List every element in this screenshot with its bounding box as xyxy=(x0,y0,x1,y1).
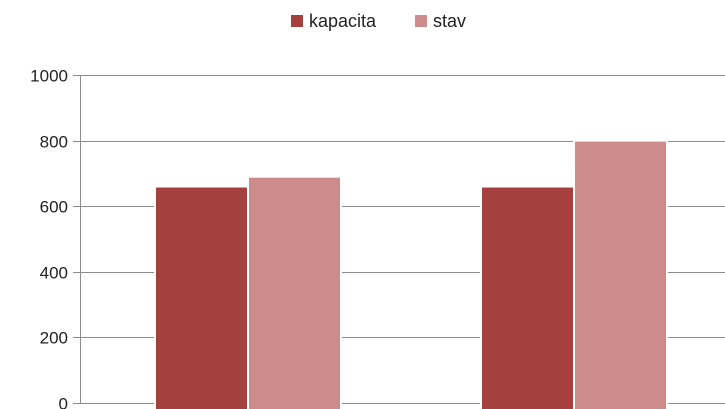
bar-kapacita-2 xyxy=(480,185,575,409)
y-tick-label-400: 400 xyxy=(40,264,68,283)
bar-kapacita-1 xyxy=(154,185,249,409)
legend-label-stav: stav xyxy=(433,11,466,31)
y-tick-label-1000: 1000 xyxy=(30,67,68,86)
chart-bars xyxy=(154,139,668,409)
bar-stav-2 xyxy=(573,139,668,409)
y-tick-label-800: 800 xyxy=(40,133,68,152)
bar-stav-1 xyxy=(247,175,342,409)
y-axis-tick-labels: 0 200 400 600 800 1000 xyxy=(30,67,68,409)
y-tick-label-200: 200 xyxy=(40,329,68,348)
y-tick-label-0: 0 xyxy=(59,395,68,409)
legend-swatch-kapacita xyxy=(291,15,303,27)
legend-label-kapacita: kapacita xyxy=(309,11,377,31)
y-tick-label-600: 600 xyxy=(40,198,68,217)
chart-legend: kapacita stav xyxy=(291,11,466,31)
legend-swatch-stav xyxy=(415,15,427,27)
